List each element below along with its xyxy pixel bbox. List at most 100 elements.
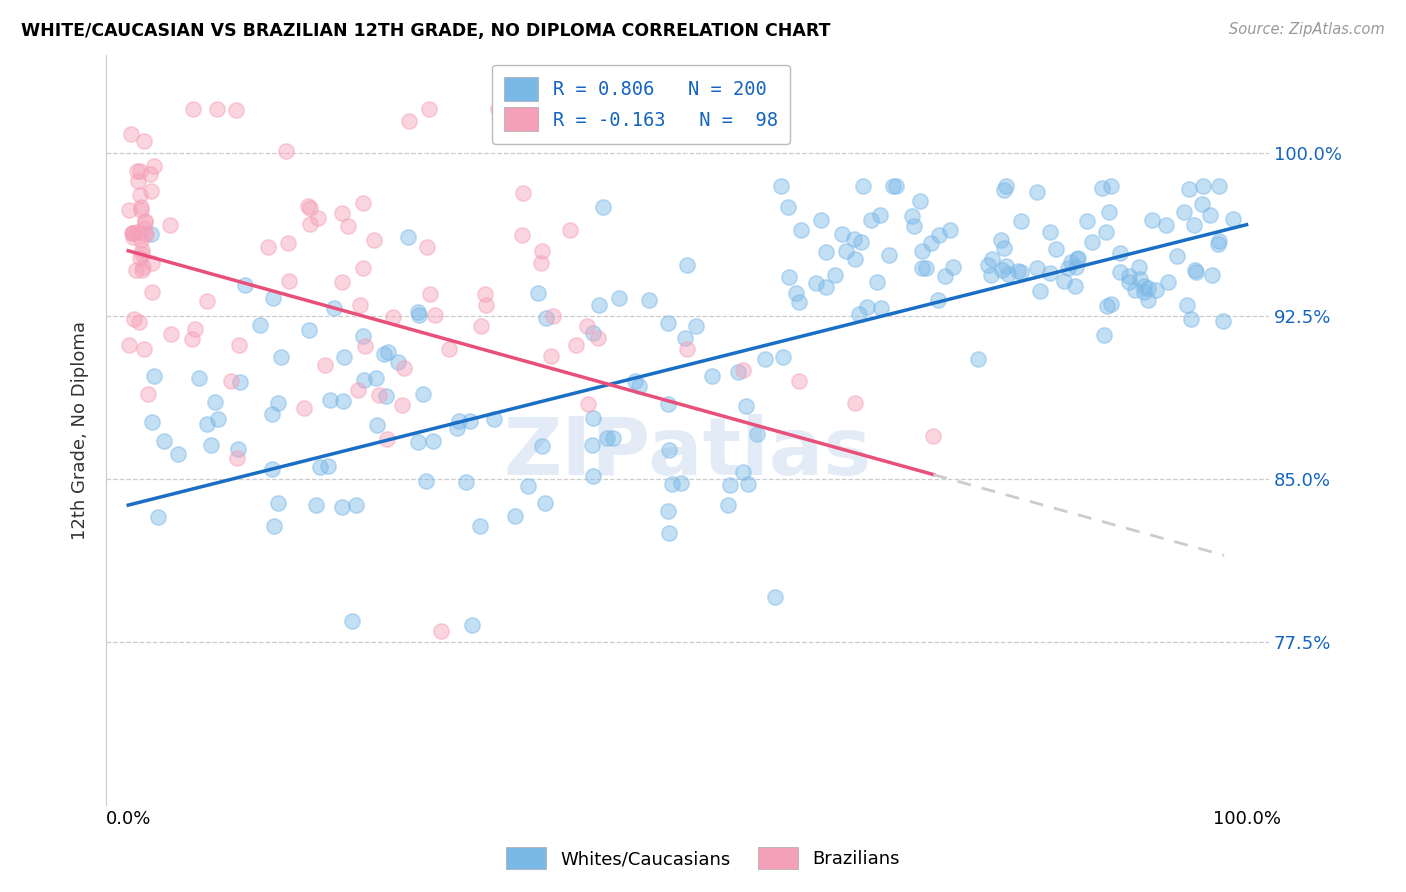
Point (1184, 262, 1206, 277)
Point (332, 393, 354, 408)
Point (560, 223, 582, 237)
Point (314, 358, 336, 372)
Point (396, 229, 419, 244)
Point (541, 309, 564, 323)
Point (267, 396, 290, 410)
Point (316, 459, 339, 474)
Point (1097, 299, 1119, 313)
Point (685, 318, 707, 333)
Point (204, 394, 226, 409)
Point (127, 173, 149, 187)
Point (207, 103, 229, 117)
Point (233, 277, 256, 292)
Point (967, 352, 990, 367)
Point (516, 479, 538, 493)
Point (486, 103, 509, 117)
Point (423, 308, 446, 322)
Point (1053, 274, 1076, 288)
Point (454, 475, 477, 489)
Point (141, 184, 163, 198)
Point (226, 442, 249, 456)
Point (995, 259, 1018, 273)
Point (1064, 278, 1087, 293)
Point (869, 208, 891, 222)
Point (530, 256, 553, 270)
Point (132, 134, 155, 148)
Point (769, 178, 792, 193)
Point (134, 215, 156, 229)
Point (134, 227, 156, 242)
Point (910, 260, 932, 275)
Point (901, 209, 924, 223)
Point (582, 326, 605, 340)
Point (484, 412, 506, 426)
Point (141, 415, 163, 429)
Point (120, 128, 142, 142)
Point (1137, 281, 1160, 295)
Point (1092, 327, 1115, 342)
Point (866, 276, 889, 290)
Point (181, 332, 204, 346)
Point (1026, 261, 1049, 276)
Point (131, 243, 153, 257)
Point (1099, 297, 1122, 311)
Point (806, 276, 828, 290)
Point (364, 371, 387, 385)
Point (844, 252, 866, 266)
Point (1066, 252, 1088, 266)
Point (1076, 214, 1098, 228)
Point (139, 167, 162, 181)
Point (877, 248, 900, 262)
Point (195, 417, 218, 431)
Text: WHITE/CAUCASIAN VS BRAZILIAN 12TH GRADE, NO DIPLOMA CORRELATION CHART: WHITE/CAUCASIAN VS BRAZILIAN 12TH GRADE,… (21, 22, 831, 40)
Point (733, 363, 755, 377)
Point (657, 316, 679, 330)
Point (993, 183, 1015, 197)
Point (292, 401, 315, 415)
Point (540, 349, 562, 363)
Point (1173, 205, 1195, 219)
Point (1166, 249, 1188, 263)
Point (134, 213, 156, 227)
Point (1184, 218, 1206, 232)
Point (308, 459, 330, 474)
Point (333, 350, 356, 364)
Point (460, 618, 482, 632)
Point (129, 202, 152, 217)
Point (391, 397, 413, 411)
Point (225, 451, 247, 466)
Point (305, 498, 328, 512)
Point (1067, 251, 1090, 265)
Point (851, 235, 873, 249)
Point (737, 477, 759, 491)
Point (1128, 260, 1150, 274)
Point (1192, 178, 1215, 193)
Point (330, 500, 353, 514)
Point (1095, 225, 1118, 239)
Point (582, 469, 605, 483)
Point (1108, 246, 1130, 260)
Text: ZIPatlas: ZIPatlas (503, 414, 872, 491)
Point (152, 434, 174, 448)
Point (125, 262, 148, 277)
Point (392, 361, 415, 376)
Point (470, 318, 492, 333)
Point (991, 263, 1014, 277)
Y-axis label: 12th Grade, No Diploma: 12th Grade, No Diploma (72, 320, 89, 540)
Point (422, 434, 444, 449)
Point (1140, 212, 1163, 227)
Point (787, 374, 810, 388)
Point (181, 103, 204, 117)
Point (531, 244, 554, 258)
Point (1199, 208, 1222, 222)
Point (789, 222, 811, 236)
Point (1066, 260, 1088, 275)
Point (381, 310, 404, 324)
Point (122, 230, 145, 244)
Point (142, 159, 165, 173)
Point (772, 350, 794, 364)
Point (510, 228, 533, 243)
Point (942, 260, 965, 274)
Point (373, 347, 395, 361)
Point (128, 315, 150, 329)
